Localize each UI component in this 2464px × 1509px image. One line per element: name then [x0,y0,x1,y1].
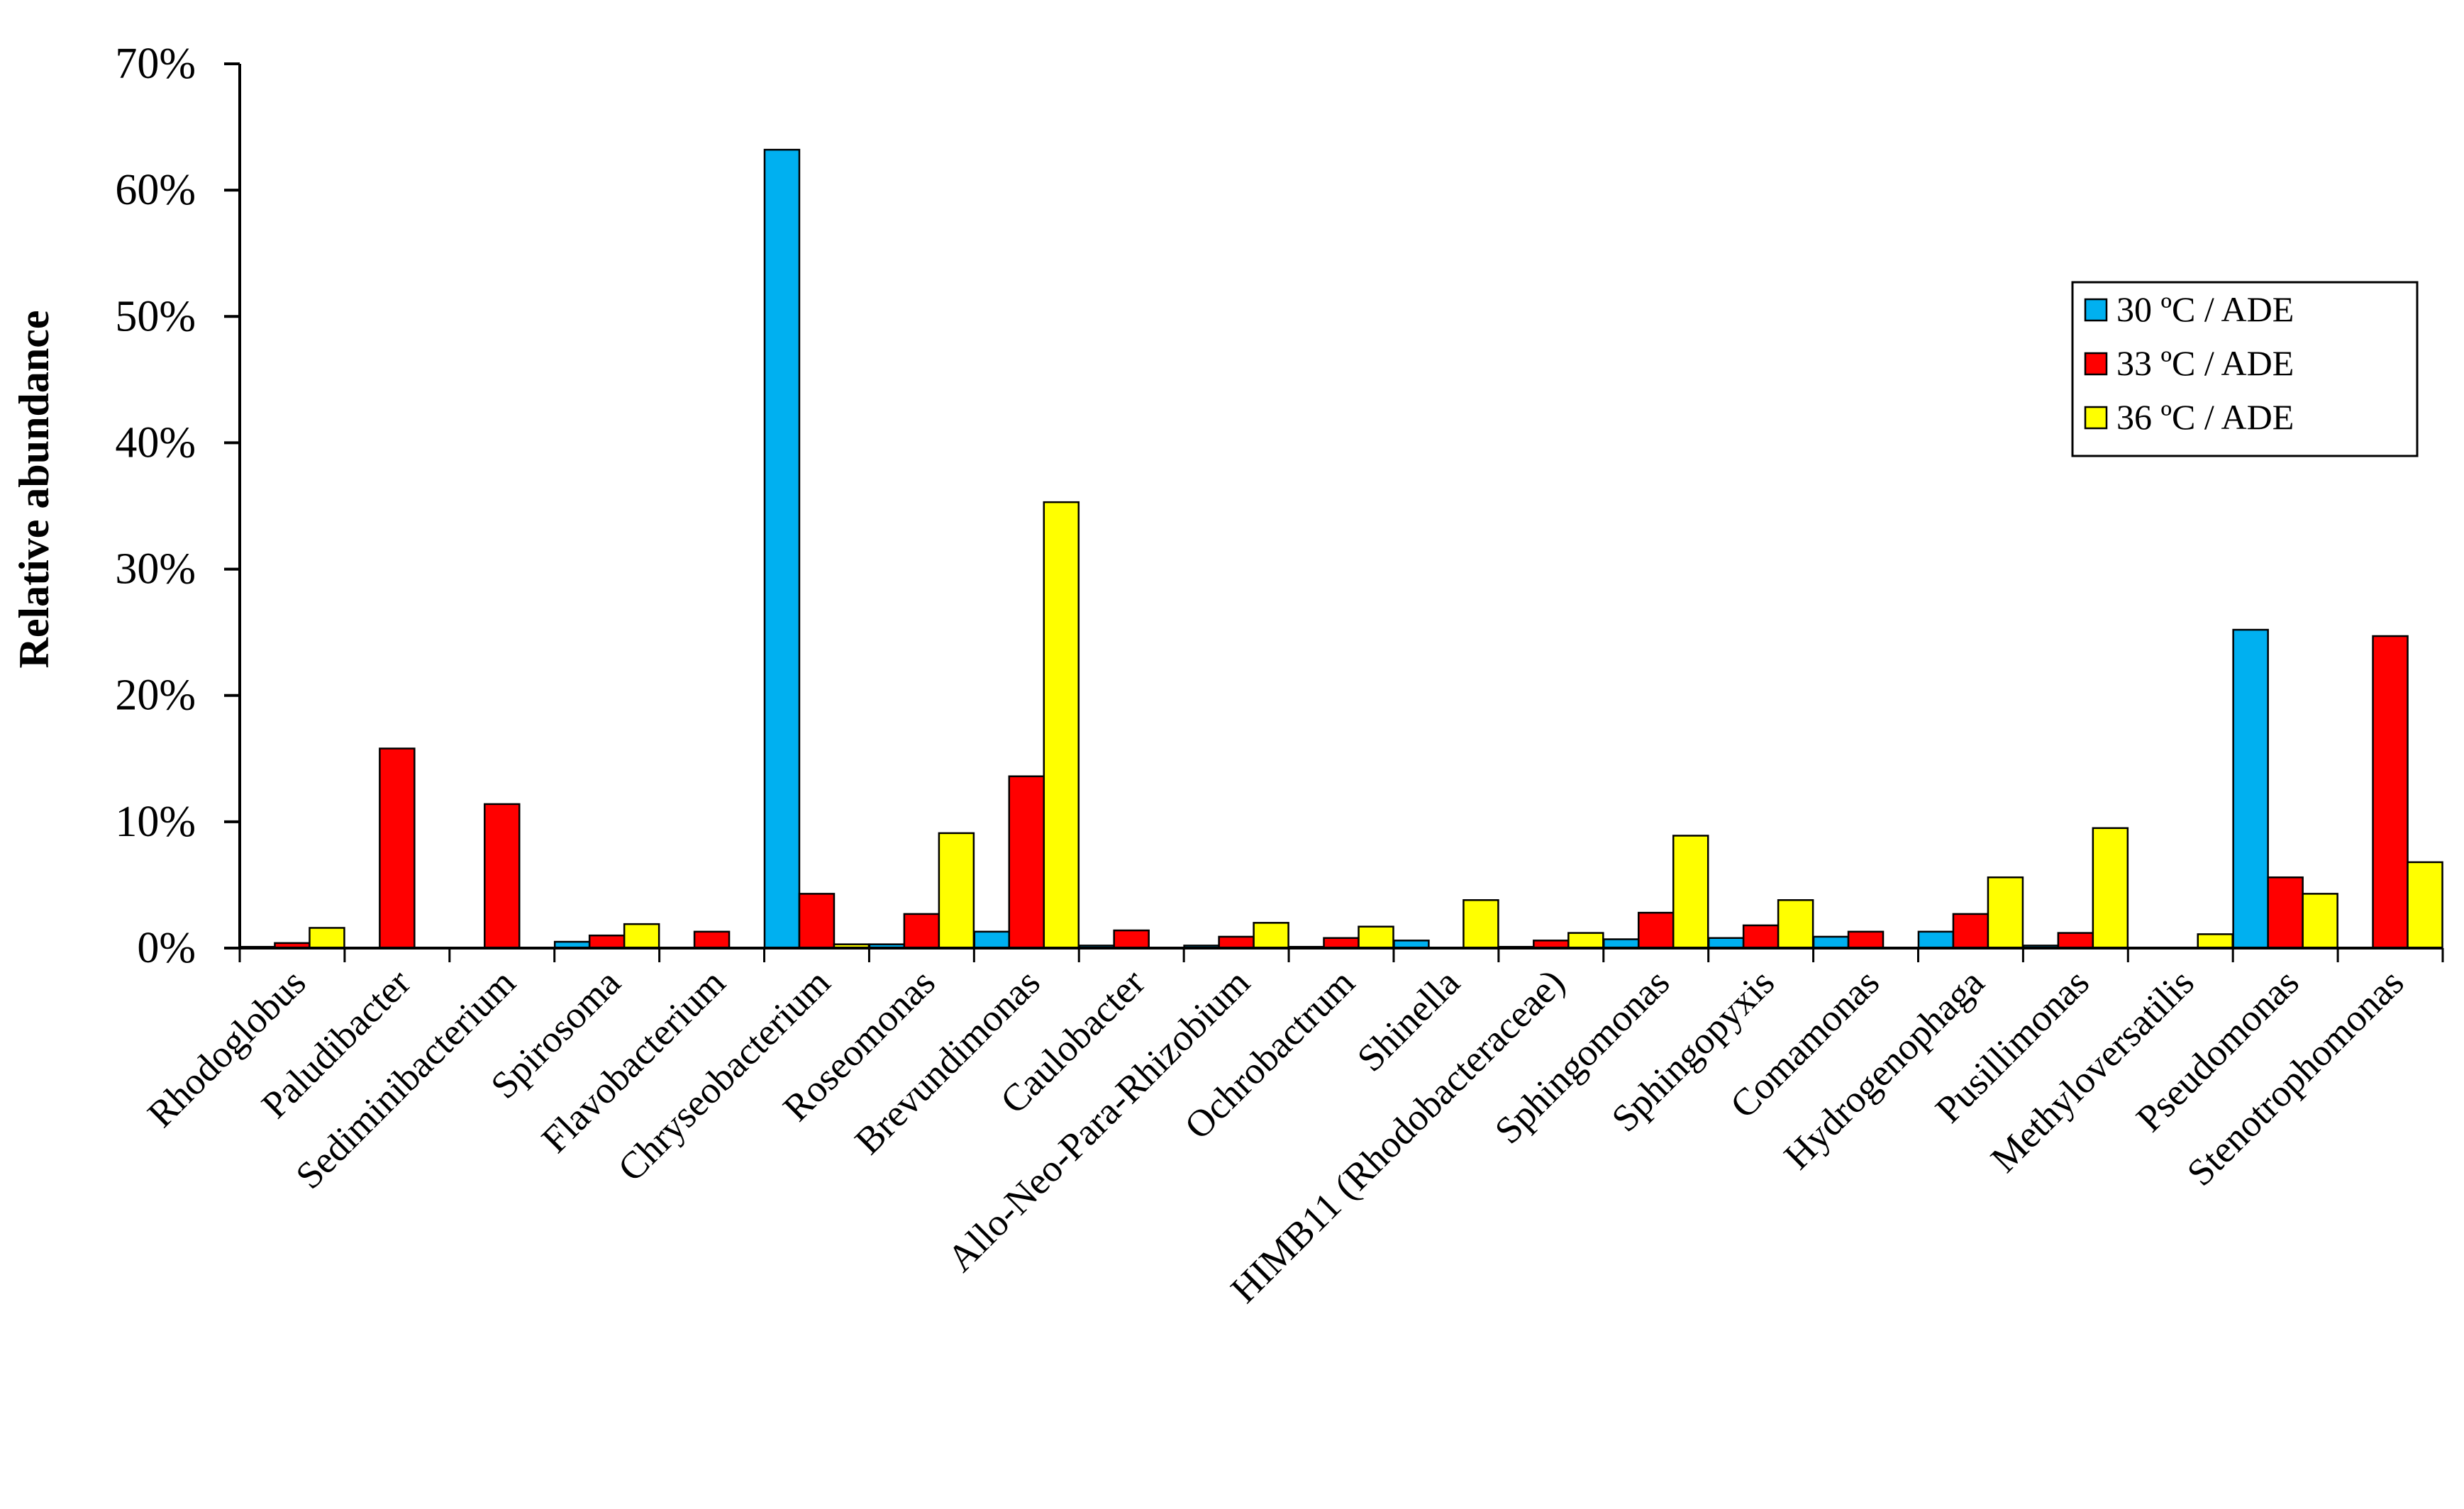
bar-2-14 [1742,924,1780,950]
y-tick-label: 50% [115,292,196,340]
bars-layer [239,148,2443,950]
y-tick-label: 0% [137,924,196,972]
bar-1-15 [1812,935,1850,950]
bar-2-9 [1218,935,1255,950]
bar-3-3 [623,923,660,950]
bar-3-18 [2197,933,2233,950]
bar-2-6 [903,913,940,950]
y-tick-label: 70% [115,40,196,88]
bar-2-7 [1008,775,1045,950]
bar-2-4 [693,930,731,950]
legend: 30 ºC / ADE 33 ºC / ADE 36 ºC / ADE [2071,281,2419,457]
bar-3-6 [938,832,975,950]
legend-label: 33 ºC / ADE [2116,343,2294,383]
bar-2-19 [2267,876,2304,950]
bar-1-7 [973,930,1011,950]
bar-3-17 [2092,827,2129,950]
x-category-label: Brevundimonas [847,961,1048,1162]
y-axis-title: Relative abundance [11,310,57,668]
bar-2-16 [1952,913,1989,950]
legend-swatch [2084,298,2108,322]
bar-1-19 [2232,628,2269,950]
bar-3-0 [309,927,345,950]
axes-layer [238,64,2443,950]
bar-3-7 [1043,501,1080,950]
x-axis-category-labels: RhodoglobusPaludibacterSediminibacterium… [139,948,2444,1311]
x-category-label: Flavobacterium [533,961,733,1161]
bar-3-11 [1463,899,1499,950]
bar-2-13 [1637,911,1675,950]
bar-2-8 [1113,929,1150,950]
bar-3-20 [2407,861,2443,950]
y-axis-ticks: 0% 10% 20% 30% 40% 50% 60% 70% [115,40,240,972]
bar-2-17 [2057,932,2094,950]
y-tick-label: 10% [115,798,196,846]
bar-2-1 [379,747,416,950]
legend-label: 30 ºC / ADE [2116,289,2294,329]
bar-3-9 [1253,922,1289,950]
y-tick-label: 60% [115,166,196,214]
bar-1-14 [1707,937,1745,950]
bar-2-10 [1323,937,1360,950]
legend-label: 36 ºC / ADE [2116,397,2294,437]
bar-2-15 [1847,930,1885,950]
y-tick-label: 20% [115,672,196,720]
bar-3-19 [2302,893,2338,950]
bar-3-10 [1358,925,1394,950]
y-tick-label: 30% [115,545,196,594]
bar-2-2 [484,803,521,950]
bar-2-3 [588,934,626,950]
bar-1-5 [763,148,801,950]
bar-3-13 [1672,835,1709,950]
legend-swatch [2084,352,2108,376]
legend-box [2071,281,2419,457]
bar-2-5 [798,893,836,950]
bar-2-20 [2372,635,2409,950]
legend-swatch [2084,406,2108,430]
bar-3-16 [1987,876,2024,950]
bar-1-16 [1917,930,1955,950]
bar-3-14 [1777,899,1814,950]
bar-3-12 [1567,932,1604,950]
y-tick-label: 40% [115,418,196,467]
